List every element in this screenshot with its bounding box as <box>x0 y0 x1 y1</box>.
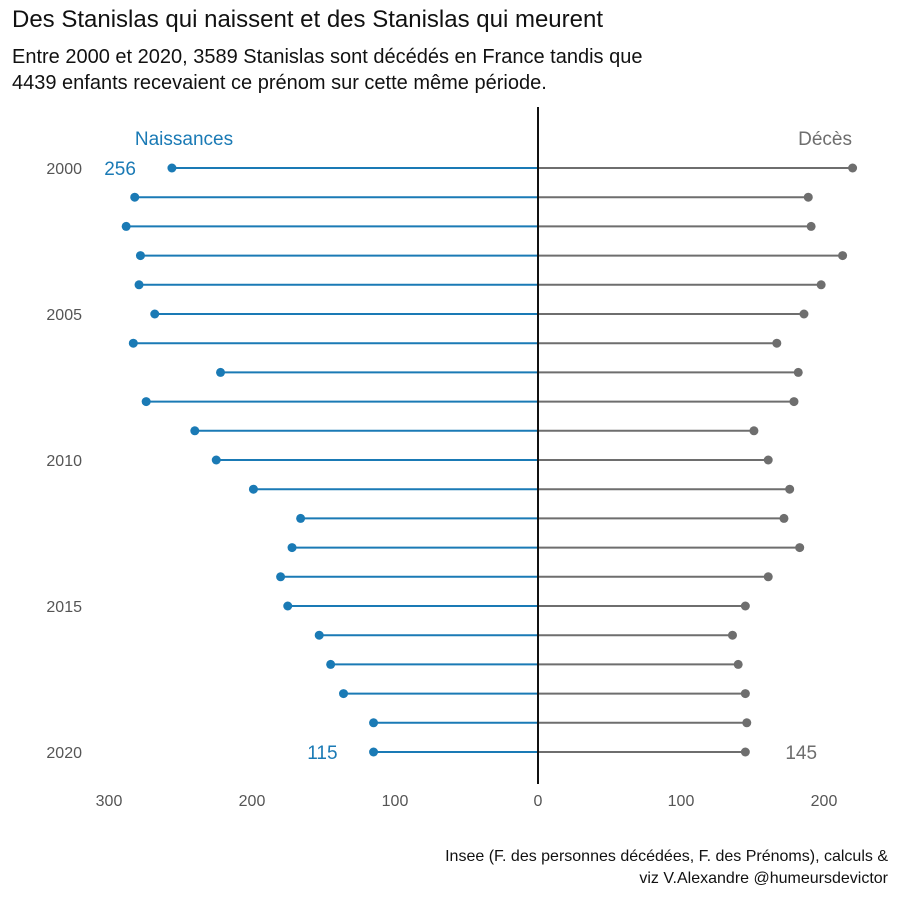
deaths-point-2001 <box>803 192 813 202</box>
x-tick-label-2: 100 <box>382 793 409 810</box>
births-point-2015 <box>283 601 293 611</box>
births-point-2017 <box>326 659 336 669</box>
x-tick-label-1: 200 <box>239 793 266 810</box>
annotation-deaths-last: 145 <box>785 743 817 764</box>
births-point-2013 <box>287 543 297 553</box>
chart-subtitle: Entre 2000 et 2020, 3589 Stanislas sont … <box>12 44 882 96</box>
caption-line-2: viz V.Alexandre @humeursdevictor <box>639 870 888 887</box>
y-tick-label-2020: 2020 <box>46 745 82 762</box>
deaths-point-2019 <box>742 718 752 728</box>
deaths-point-2014 <box>763 572 773 582</box>
chart-caption: Insee (F. des personnes décédées, F. des… <box>445 846 888 890</box>
deaths-point-2008 <box>789 397 799 407</box>
deaths-point-2016 <box>727 630 737 640</box>
annotation-births-first: 256 <box>104 159 136 180</box>
births-point-2011 <box>248 484 258 494</box>
legend-deaths-label: Décès <box>798 129 852 150</box>
deaths-point-2005 <box>799 309 809 319</box>
annotation-births-last: 115 <box>307 743 337 764</box>
deaths-point-2000 <box>848 163 858 173</box>
deaths-point-2009 <box>749 426 759 436</box>
births-point-2020 <box>369 747 379 757</box>
deaths-point-2006 <box>772 338 782 348</box>
deaths-point-2004 <box>816 280 826 290</box>
x-tick-label-4: 100 <box>668 793 695 810</box>
births-point-2010 <box>211 455 221 465</box>
births-point-2006 <box>128 338 138 348</box>
deaths-point-2020 <box>740 747 750 757</box>
subtitle-line-2: 4439 enfants recevaient ce prénom sur ce… <box>12 72 547 94</box>
deaths-point-2018 <box>740 689 750 699</box>
births-point-2016 <box>314 630 324 640</box>
y-tick-label-2005: 2005 <box>46 307 82 324</box>
y-tick-label-2000: 2000 <box>46 161 82 178</box>
births-point-2014 <box>276 572 286 582</box>
x-tick-label-3: 0 <box>534 793 543 810</box>
births-point-2007 <box>216 367 226 377</box>
y-tick-label-2015: 2015 <box>46 599 82 616</box>
births-point-2018 <box>339 689 349 699</box>
deaths-point-2012 <box>779 513 789 523</box>
births-point-2003 <box>135 251 145 261</box>
x-tick-label-0: 300 <box>96 793 123 810</box>
births-point-2009 <box>190 426 200 436</box>
births-point-2000 <box>167 163 177 173</box>
births-point-2001 <box>130 192 140 202</box>
deaths-point-2003 <box>838 251 848 261</box>
births-point-2008 <box>141 397 151 407</box>
subtitle-line-1: Entre 2000 et 2020, 3589 Stanislas sont … <box>12 46 643 68</box>
births-point-2012 <box>296 513 306 523</box>
caption-line-1: Insee (F. des personnes décédées, F. des… <box>445 848 888 865</box>
births-point-2002 <box>121 221 131 231</box>
births-point-2019 <box>369 718 379 728</box>
deaths-point-2017 <box>733 659 743 669</box>
deaths-point-2010 <box>763 455 773 465</box>
chart-title: Des Stanislas qui naissent et des Stanis… <box>12 6 603 33</box>
deaths-point-2007 <box>793 367 803 377</box>
deaths-point-2011 <box>785 484 795 494</box>
legend-births-label: Naissances <box>135 129 233 150</box>
x-tick-label-5: 200 <box>811 793 838 810</box>
births-point-2004 <box>134 280 144 290</box>
y-tick-label-2010: 2010 <box>46 453 82 470</box>
deaths-point-2002 <box>806 221 816 231</box>
deaths-point-2013 <box>795 543 805 553</box>
deaths-point-2015 <box>740 601 750 611</box>
births-point-2005 <box>150 309 160 319</box>
